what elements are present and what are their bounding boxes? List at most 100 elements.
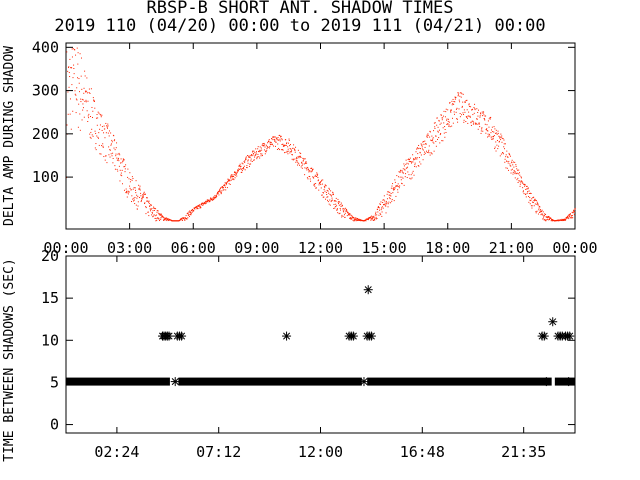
top-data-point xyxy=(527,191,529,193)
top-data-point xyxy=(422,149,424,151)
top-data-point xyxy=(567,217,569,219)
top-data-point xyxy=(486,124,488,126)
top-data-point xyxy=(461,105,463,107)
top-data-point xyxy=(150,203,152,205)
top-data-point xyxy=(267,146,269,148)
top-data-point xyxy=(94,107,96,109)
top-data-point xyxy=(219,189,221,191)
top-data-point xyxy=(214,198,216,200)
top-data-point xyxy=(143,193,145,195)
top-data-point xyxy=(266,149,268,151)
top-data-point xyxy=(233,174,235,176)
top-data-point xyxy=(472,123,474,125)
top-data-point xyxy=(378,214,380,216)
top-data-point xyxy=(539,206,541,208)
top-data-point xyxy=(210,198,212,200)
top-data-point xyxy=(307,167,309,169)
top-data-point xyxy=(87,100,89,102)
top-data-point xyxy=(269,144,271,146)
top-data-point xyxy=(124,171,126,173)
top-data-point xyxy=(338,201,340,203)
top-data-point xyxy=(167,218,169,220)
top-data-point xyxy=(464,101,466,103)
top-data-point xyxy=(485,115,487,117)
top-data-point xyxy=(444,129,446,131)
top-data-point xyxy=(241,170,243,172)
top-data-point xyxy=(74,90,76,92)
top-data-point xyxy=(482,112,484,114)
top-data-point xyxy=(509,154,511,156)
top-data-point xyxy=(446,123,448,125)
top-data-point xyxy=(404,169,406,171)
top-data-point xyxy=(302,163,304,165)
top-data-point xyxy=(332,191,334,193)
top-data-point xyxy=(431,140,433,142)
top-data-point xyxy=(317,173,319,175)
top-data-point xyxy=(285,151,287,153)
top-x-tick-label: 21:00 xyxy=(489,239,534,257)
top-data-point xyxy=(75,54,77,56)
top-data-point xyxy=(544,219,546,221)
top-data-point xyxy=(244,169,246,171)
top-data-point xyxy=(436,124,438,126)
top-data-point xyxy=(356,219,358,221)
top-data-point xyxy=(330,194,332,196)
top-data-point xyxy=(272,136,274,138)
top-data-point xyxy=(537,204,539,206)
top-data-point xyxy=(440,114,442,116)
top-data-point xyxy=(519,174,521,176)
top-data-point xyxy=(320,184,322,186)
top-data-point xyxy=(80,57,82,59)
top-data-point xyxy=(180,218,182,220)
star-marker xyxy=(564,377,574,387)
top-data-point xyxy=(527,188,529,190)
top-data-point xyxy=(489,118,491,120)
top-data-point xyxy=(389,191,391,193)
top-data-point xyxy=(250,158,252,160)
top-data-point xyxy=(530,192,532,194)
top-data-point xyxy=(297,162,299,164)
top-data-point xyxy=(248,156,250,158)
top-data-point xyxy=(418,165,420,167)
top-data-point xyxy=(359,219,361,221)
top-data-point xyxy=(532,197,534,199)
top-data-point xyxy=(494,132,496,134)
top-data-point xyxy=(251,160,253,162)
top-data-point xyxy=(82,109,84,111)
top-data-point xyxy=(457,92,459,94)
top-data-point xyxy=(418,144,420,146)
top-data-point xyxy=(460,92,462,94)
top-data-point xyxy=(525,193,527,195)
top-data-point xyxy=(140,201,142,203)
top-data-point xyxy=(515,164,517,166)
top-data-point xyxy=(259,157,261,159)
top-data-point xyxy=(572,217,574,219)
top-data-point xyxy=(439,134,441,136)
top-data-point xyxy=(385,205,387,207)
top-data-point xyxy=(467,122,469,124)
top-data-point xyxy=(84,100,86,102)
top-data-point xyxy=(315,183,317,185)
top-data-point xyxy=(566,217,568,219)
top-data-point xyxy=(256,156,258,158)
top-data-point xyxy=(223,184,225,186)
top-data-point xyxy=(442,117,444,119)
top-data-point xyxy=(181,218,183,220)
top-data-point xyxy=(85,99,87,101)
top-data-point xyxy=(413,159,415,161)
top-data-point xyxy=(466,109,468,111)
top-data-point xyxy=(114,139,116,141)
top-data-point xyxy=(405,163,407,165)
top-data-point xyxy=(166,218,168,220)
top-data-point xyxy=(544,219,546,221)
top-data-point xyxy=(316,175,318,177)
star-marker xyxy=(539,331,549,341)
top-data-point xyxy=(516,168,518,170)
top-data-point xyxy=(470,121,472,123)
top-data-point xyxy=(97,137,99,139)
top-data-point xyxy=(85,101,87,103)
top-data-point xyxy=(119,169,121,171)
chart-subtitle: 2019 110 (04/20) 00:00 to 2019 111 (04/2… xyxy=(54,16,545,36)
top-data-point xyxy=(118,152,120,154)
top-data-point xyxy=(69,113,71,115)
